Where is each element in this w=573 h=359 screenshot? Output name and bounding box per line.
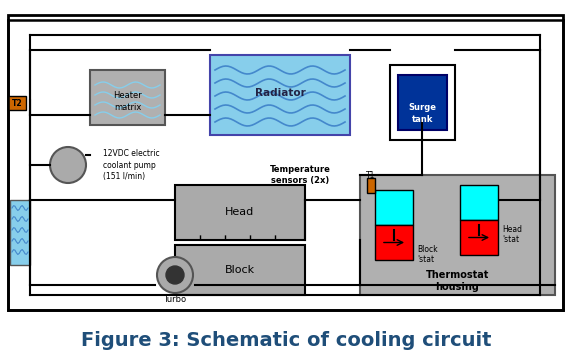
Text: coolant pump: coolant pump (103, 160, 156, 169)
Text: tank: tank (412, 116, 433, 125)
Text: (151 l/min): (151 l/min) (103, 173, 145, 182)
Text: sensors (2x): sensors (2x) (271, 176, 329, 185)
Circle shape (157, 257, 193, 293)
Text: Figure 3: Schematic of cooling circuit: Figure 3: Schematic of cooling circuit (81, 331, 491, 350)
Bar (360, 175, 555, 295)
Text: housing: housing (435, 282, 480, 292)
Text: Block: Block (417, 246, 438, 255)
Text: Turbo: Turbo (163, 295, 187, 304)
Text: T2: T2 (11, 98, 22, 107)
Bar (175, 185, 305, 240)
Circle shape (166, 266, 184, 284)
Text: 'stat: 'stat (502, 236, 519, 244)
Bar (90, 70, 165, 125)
Bar (460, 220, 498, 255)
Text: Radiator: Radiator (254, 88, 305, 98)
Bar (367, 178, 375, 193)
Text: 12VDC electric: 12VDC electric (103, 149, 160, 158)
Circle shape (50, 147, 86, 183)
Text: Temperature: Temperature (269, 165, 331, 174)
Bar (175, 245, 305, 295)
Bar (398, 75, 447, 130)
Text: Thermostat: Thermostat (426, 270, 489, 280)
Bar (390, 65, 455, 140)
Bar (8, 15, 563, 310)
Bar (10, 200, 30, 265)
Text: Head: Head (502, 225, 522, 234)
Bar (210, 55, 350, 135)
Bar (8, 96, 26, 110)
Text: Block: Block (225, 265, 255, 275)
Text: matrix: matrix (114, 103, 141, 112)
Text: 'stat: 'stat (417, 256, 434, 265)
Text: Surge: Surge (409, 103, 437, 112)
Text: T1: T1 (366, 172, 376, 181)
Text: Head: Head (225, 207, 254, 217)
Bar (375, 190, 413, 225)
Bar (375, 225, 413, 260)
Bar (460, 185, 498, 220)
Text: Heater: Heater (113, 90, 142, 99)
